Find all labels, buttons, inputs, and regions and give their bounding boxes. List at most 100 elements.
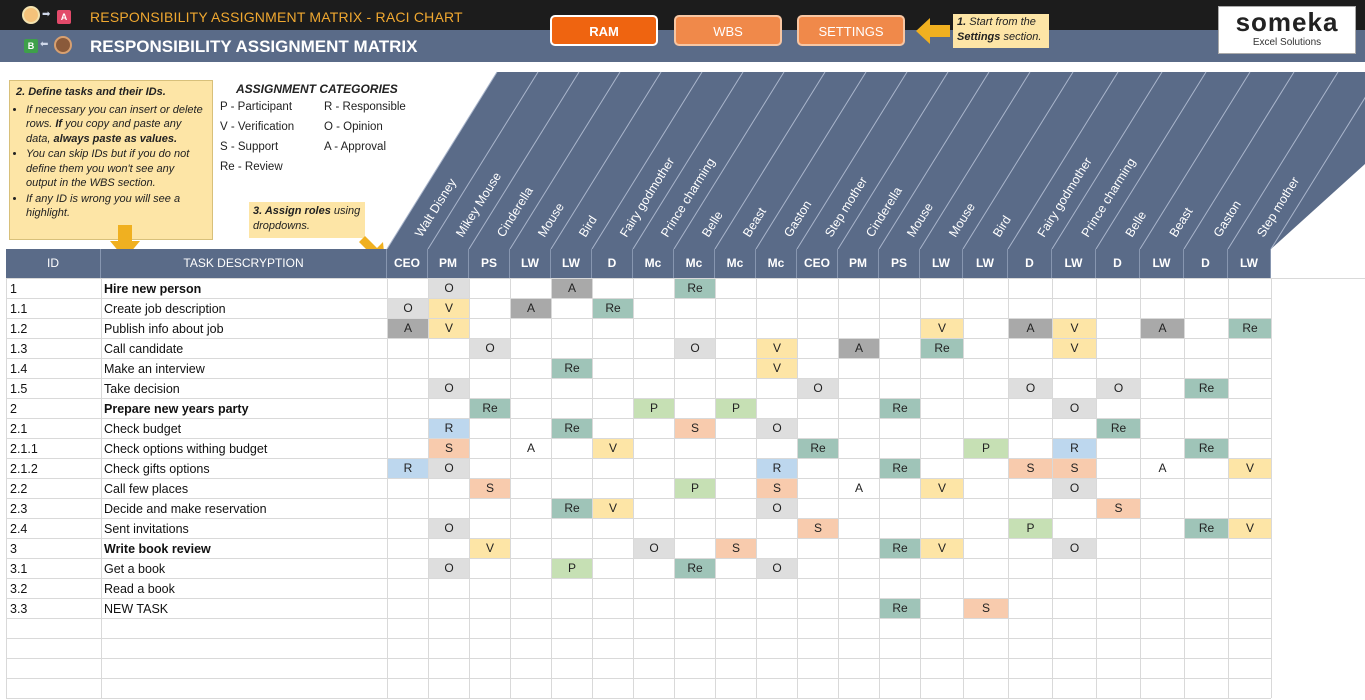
role-assignment-cell[interactable]: R <box>429 419 469 438</box>
role-assignment-cell[interactable]: A <box>1141 319 1184 338</box>
task-description[interactable]: Call few places <box>104 482 189 496</box>
role-assignment-cell[interactable]: Re <box>1097 419 1140 438</box>
task-description[interactable]: Take decision <box>104 382 180 396</box>
role-assignment-cell[interactable]: Re <box>1185 519 1228 538</box>
role-assignment-cell[interactable]: S <box>757 479 797 498</box>
role-assignment-cell[interactable]: O <box>388 299 428 318</box>
role-assignment-cell[interactable]: P <box>552 559 592 578</box>
task-description[interactable]: Publish info about job <box>104 322 224 336</box>
task-description[interactable]: Prepare new years party <box>104 402 249 416</box>
role-assignment-cell[interactable]: O <box>470 339 510 358</box>
role-assignment-cell[interactable]: O <box>429 519 469 538</box>
settings-button[interactable]: SETTINGS <box>797 15 905 46</box>
task-description[interactable]: Sent invitations <box>104 522 189 536</box>
role-assignment-cell[interactable]: O <box>757 419 797 438</box>
role-assignment-cell[interactable]: Re <box>675 279 715 298</box>
role-assignment-cell[interactable]: V <box>1229 459 1271 478</box>
role-assignment-cell[interactable]: O <box>757 499 797 518</box>
role-assignment-cell[interactable]: A <box>388 319 428 338</box>
role-assignment-cell[interactable]: O <box>1097 379 1140 398</box>
role-assignment-cell[interactable]: S <box>964 599 1008 618</box>
role-assignment-cell[interactable]: Re <box>470 399 510 418</box>
role-assignment-cell[interactable]: A <box>526 441 535 455</box>
role-assignment-cell[interactable]: V <box>921 479 963 498</box>
role-assignment-cell[interactable]: O <box>1053 479 1096 498</box>
role-assignment-cell[interactable]: V <box>757 339 797 358</box>
task-description[interactable]: Call candidate <box>104 342 184 356</box>
task-id[interactable]: 3.3 <box>10 602 28 616</box>
role-assignment-cell[interactable]: V <box>429 319 469 338</box>
role-assignment-cell[interactable]: S <box>1053 459 1096 478</box>
task-description[interactable]: Hire new person <box>104 282 202 296</box>
role-assignment-cell[interactable]: O <box>429 559 469 578</box>
role-assignment-cell[interactable]: A <box>552 279 592 298</box>
role-assignment-cell[interactable]: S <box>470 479 510 498</box>
role-assignment-cell[interactable]: P <box>675 479 715 498</box>
role-assignment-cell[interactable]: S <box>1097 499 1140 518</box>
wbs-button[interactable]: WBS <box>674 15 782 46</box>
role-assignment-cell[interactable]: A <box>1158 461 1167 475</box>
task-description[interactable]: Check gifts options <box>104 462 210 476</box>
task-id[interactable]: 3.2 <box>10 582 28 596</box>
role-assignment-cell[interactable]: S <box>716 539 756 558</box>
task-id[interactable]: 1 <box>10 282 17 296</box>
task-description[interactable]: Create job description <box>104 302 226 316</box>
role-assignment-cell[interactable]: Re <box>880 599 920 618</box>
role-assignment-cell[interactable]: Re <box>552 419 592 438</box>
role-assignment-cell[interactable]: P <box>634 399 674 418</box>
role-assignment-cell[interactable]: R <box>757 459 797 478</box>
role-assignment-cell[interactable]: A <box>1009 319 1052 338</box>
role-assignment-cell[interactable]: P <box>716 399 756 418</box>
role-assignment-cell[interactable]: Re <box>921 339 963 358</box>
role-assignment-cell[interactable]: P <box>964 439 1008 458</box>
role-assignment-cell[interactable]: O <box>675 339 715 358</box>
role-assignment-cell[interactable]: Re <box>675 559 715 578</box>
role-assignment-cell[interactable]: V <box>921 539 963 558</box>
role-assignment-cell[interactable]: Re <box>552 499 592 518</box>
role-assignment-cell[interactable]: A <box>839 339 879 358</box>
role-assignment-cell[interactable]: V <box>1229 519 1271 538</box>
role-assignment-cell[interactable]: A <box>854 481 863 495</box>
role-assignment-cell[interactable]: S <box>1009 459 1052 478</box>
role-assignment-cell[interactable]: Re <box>1185 439 1228 458</box>
task-description[interactable]: Check options withing budget <box>104 442 268 456</box>
role-assignment-cell[interactable]: Re <box>798 439 838 458</box>
role-assignment-cell[interactable]: R <box>1053 439 1096 458</box>
someka-logo[interactable]: someka Excel Solutions <box>1218 6 1356 54</box>
task-id[interactable]: 1.2 <box>10 322 28 336</box>
task-id[interactable]: 2.1.1 <box>10 442 38 456</box>
role-assignment-cell[interactable]: V <box>429 299 469 318</box>
role-assignment-cell[interactable]: Re <box>593 299 633 318</box>
task-id[interactable]: 1.5 <box>10 382 28 396</box>
role-assignment-cell[interactable]: O <box>429 459 469 478</box>
role-assignment-cell[interactable]: O <box>634 539 674 558</box>
role-assignment-cell[interactable]: Re <box>1229 319 1271 338</box>
task-description[interactable]: Read a book <box>104 582 175 596</box>
role-assignment-cell[interactable]: V <box>757 359 797 378</box>
task-description[interactable]: Write book review <box>104 542 211 556</box>
task-id[interactable]: 2.2 <box>10 482 28 496</box>
task-id[interactable]: 3.1 <box>10 562 28 576</box>
role-assignment-cell[interactable]: S <box>798 519 838 538</box>
task-description[interactable]: Get a book <box>104 562 166 576</box>
role-assignment-cell[interactable]: A <box>511 299 551 318</box>
role-assignment-cell[interactable]: V <box>1053 339 1096 358</box>
task-id[interactable]: 2.3 <box>10 502 28 516</box>
role-assignment-cell[interactable]: O <box>798 379 838 398</box>
task-description[interactable]: NEW TASK <box>104 602 169 616</box>
task-id[interactable]: 2.4 <box>10 522 28 536</box>
role-assignment-cell[interactable]: R <box>388 459 428 478</box>
task-id[interactable]: 1.4 <box>10 362 28 376</box>
task-id[interactable]: 1.1 <box>10 302 28 316</box>
role-assignment-cell[interactable]: Re <box>880 459 920 478</box>
ram-button[interactable]: RAM <box>550 15 658 46</box>
role-assignment-cell[interactable]: P <box>1009 519 1052 538</box>
role-assignment-cell[interactable]: V <box>593 439 633 458</box>
task-id[interactable]: 2 <box>10 402 17 416</box>
task-id[interactable]: 2.1 <box>10 422 28 436</box>
role-assignment-cell[interactable]: V <box>470 539 510 558</box>
role-assignment-cell[interactable]: O <box>429 379 469 398</box>
role-assignment-cell[interactable]: O <box>757 559 797 578</box>
role-assignment-cell[interactable]: V <box>1053 319 1096 338</box>
role-assignment-cell[interactable]: V <box>921 319 963 338</box>
